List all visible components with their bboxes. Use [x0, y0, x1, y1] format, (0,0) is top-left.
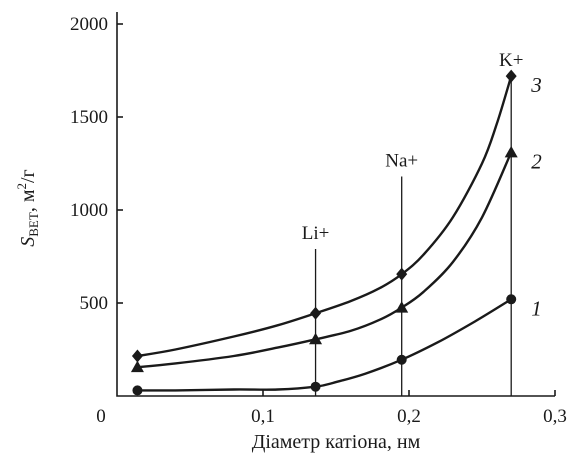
- y-axis-title-units: , м: [17, 189, 39, 212]
- series-3: 3: [131, 69, 542, 363]
- series-2: 2: [130, 145, 542, 373]
- y-axis-title: SBET, м2/г: [14, 169, 41, 246]
- x-tick-label: 0,3: [543, 406, 567, 427]
- ion-label: Li+: [302, 223, 330, 244]
- series-line: [137, 75, 513, 358]
- axes: 0 0,1 0,2 0,3 500 1000 1500 2000: [70, 14, 567, 427]
- y-tick-label: 2000: [70, 14, 108, 35]
- svg-text:SBET, м2/г: SBET, м2/г: [14, 169, 41, 246]
- x-tick-label: 0,1: [251, 406, 275, 427]
- y-tick-label: 1500: [70, 107, 108, 128]
- series-layer: 1 2 3: [130, 69, 542, 396]
- series-1: 1: [132, 294, 542, 396]
- y-axis-title-main: S: [17, 237, 39, 247]
- series-label: 3: [530, 73, 542, 97]
- ion-label: Na+: [385, 151, 418, 172]
- data-point-circle: [132, 385, 143, 396]
- data-point-diamond: [131, 349, 143, 363]
- data-point-circle: [310, 381, 321, 392]
- data-point-triangle: [309, 332, 323, 345]
- data-point-triangle: [130, 360, 144, 373]
- data-point-triangle: [395, 301, 409, 313]
- y-axis-title-superscript: 2: [14, 183, 29, 190]
- data-point-diamond: [505, 69, 517, 83]
- data-point-diamond: [396, 267, 408, 281]
- ion-guides: Li+ Na+ K+: [302, 50, 523, 396]
- data-point-diamond: [310, 306, 322, 320]
- y-tick-label: 500: [80, 293, 109, 314]
- y-tick-label: 1000: [70, 200, 108, 221]
- series-line: [137, 298, 512, 392]
- series-line: [137, 151, 513, 369]
- data-point-circle: [506, 294, 517, 305]
- x-tick-label: 0: [96, 406, 106, 427]
- data-point-circle: [396, 354, 407, 365]
- series-label: 2: [531, 149, 542, 173]
- x-axis-title: Діаметр катіона, нм: [252, 431, 421, 453]
- y-axis-title-suffix: /г: [17, 169, 39, 183]
- series-label: 1: [531, 296, 542, 320]
- ion-label: K+: [499, 50, 523, 71]
- x-tick-label: 0,2: [397, 406, 421, 427]
- y-axis-title-subscript: BET: [26, 212, 41, 237]
- data-point-triangle: [504, 145, 518, 158]
